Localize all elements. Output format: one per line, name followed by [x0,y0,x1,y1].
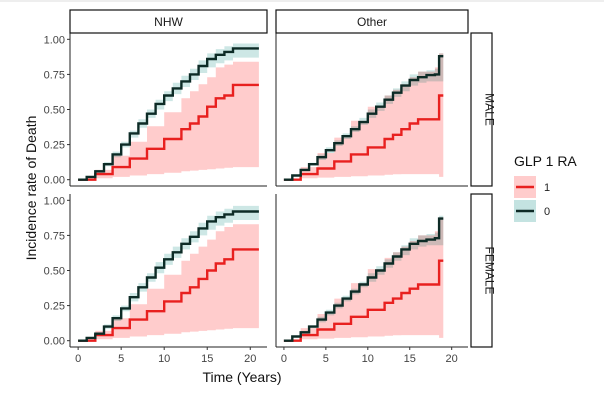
strips-layer: NHW Other MALE FEMALE [69,9,497,348]
y-tick-label: 0.75 [44,230,65,242]
legend-label-1: 1 [544,182,550,194]
line-series-1 [283,259,444,342]
panel-other-female [275,194,468,348]
strip-label-other: Other [357,15,387,29]
ribbon-series-0 [283,215,444,341]
x-tick-label: 10 [362,353,374,365]
x-tick-label: 5 [323,353,329,365]
x-tick-label: 20 [446,353,458,365]
panel-other-male [275,33,468,187]
y-tick-label: 0.25 [44,301,65,313]
y-tick-label: 0.75 [44,69,65,81]
line-series-0 [283,55,444,181]
legend-entry-0: 0 [514,200,550,222]
line-series-0 [78,47,259,181]
legend-title: GLP 1 RA [514,153,577,169]
strip-male: MALE [470,32,497,187]
strip-nhw: NHW [69,9,268,34]
y-tick-label: 0.00 [44,175,65,187]
legend: GLP 1 RA 1 0 [514,153,577,222]
strip-female: FEMALE [470,193,497,348]
y-axis-title: Incidence rate of Death [23,116,39,261]
ribbon-series-1 [78,224,259,341]
panels-layer [69,33,468,348]
legend-label-0: 0 [544,206,550,218]
line-series-1 [283,94,444,181]
axes-layer: 0.00 0.25 0.50 0.75 1.00 0.00 0.25 0.50 0.75 1.00… [44,34,458,365]
ribbon-series-1 [78,61,259,180]
x-tick-label: 0 [75,353,81,365]
line-series-1 [78,248,259,342]
ribbon-series-0 [78,205,259,341]
line-series-0 [78,210,259,342]
panel-nhw-male [69,33,267,187]
y-tick-label: 0.00 [44,336,65,348]
y-tick-label: 1.00 [44,34,65,46]
strip-label-male: MALE [483,93,497,126]
panel-nhw-female [69,194,267,348]
line-series-1 [78,83,259,181]
y-tick-label: 0.25 [44,140,65,152]
x-tick-label: 0 [281,353,287,365]
strip-label-nhw: NHW [154,15,183,29]
strip-other: Other [275,9,469,34]
x-tick-label: 5 [118,353,124,365]
strip-label-female: FEMALE [483,246,497,294]
x-axis-title: Time (Years) [202,369,281,385]
legend-entry-1: 1 [514,176,550,198]
x-tick-label: 20 [244,353,256,365]
line-series-0 [283,217,444,342]
y-tick-label: 1.00 [44,195,65,207]
y-tick-label: 0.50 [44,105,65,117]
y-tick-label: 0.50 [44,266,65,278]
x-tick-label: 15 [201,353,213,365]
x-tick-label: 15 [404,353,416,365]
x-tick-label: 10 [158,353,170,365]
